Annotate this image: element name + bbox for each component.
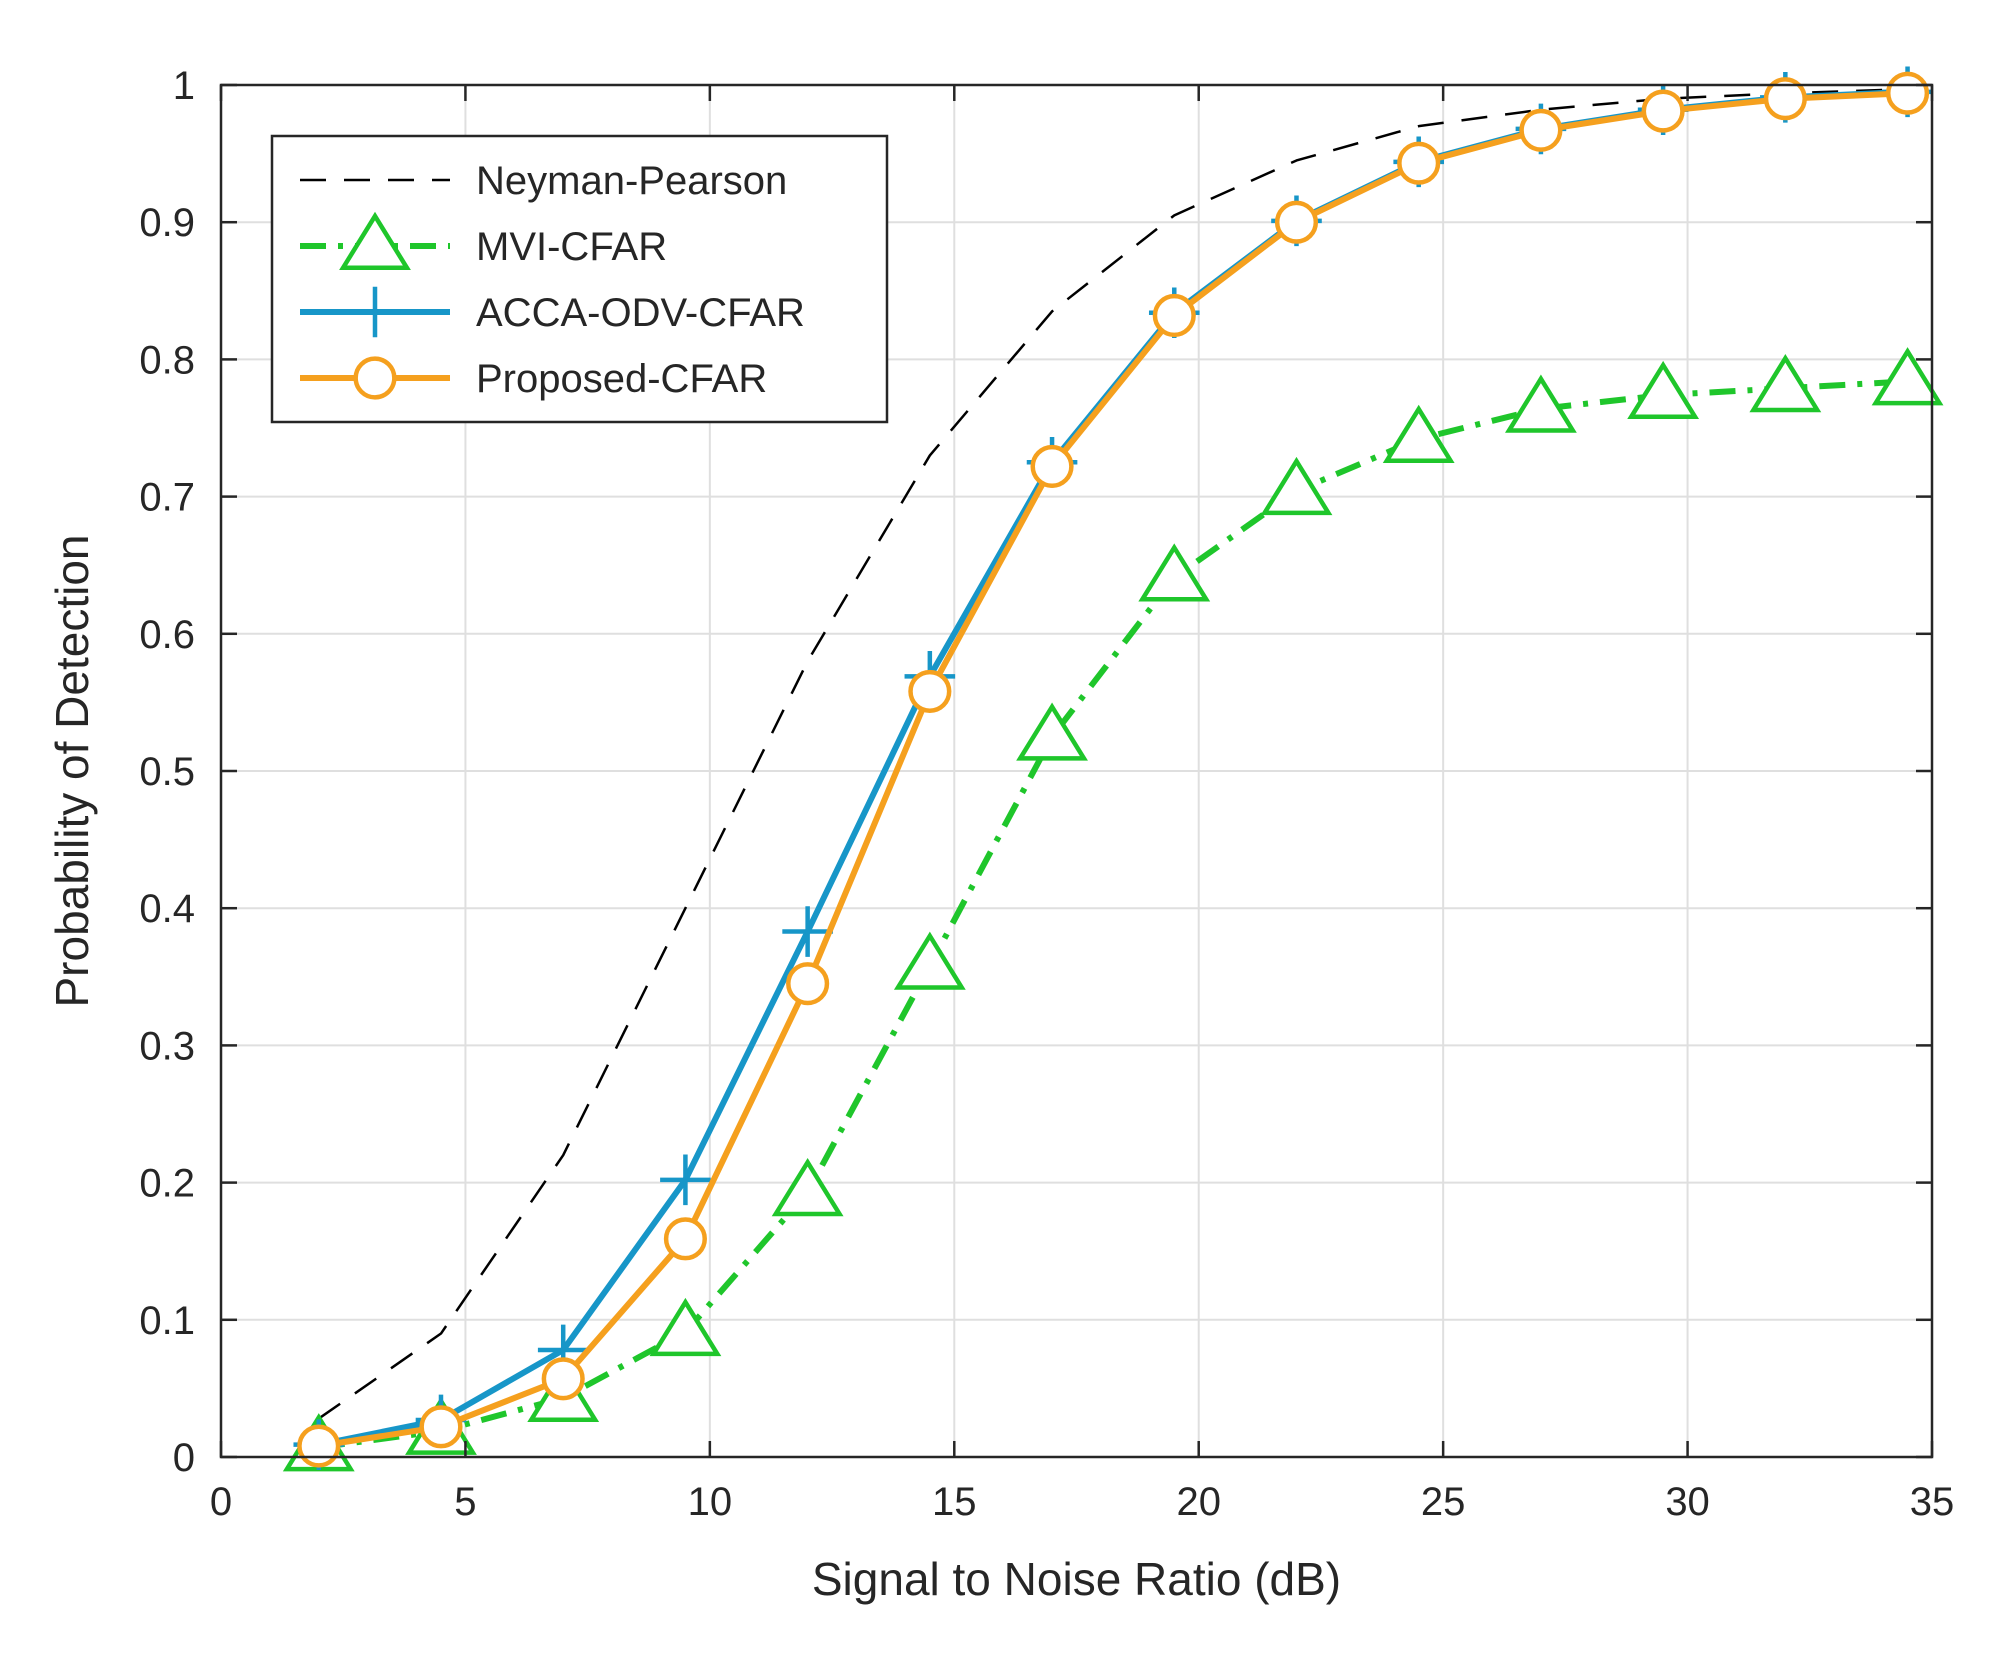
triangle-marker [1382, 404, 1455, 463]
circle-marker [1641, 89, 1685, 133]
legend-item: Proposed-CFAR [300, 356, 767, 401]
circle-marker [908, 669, 952, 713]
circle-marker [1885, 71, 1930, 115]
circle-marker [1763, 77, 1807, 121]
series-line [318, 87, 1908, 1420]
legend-item: ACCA-ODV-CFAR [300, 286, 805, 338]
series-proposed-cfar [297, 71, 1930, 1468]
triangle-marker [1138, 543, 1211, 602]
triangle-marker [1871, 347, 1944, 406]
triangle-marker [1749, 353, 1822, 413]
y-tick-label: 0.8 [139, 338, 195, 382]
y-tick-label: 0.7 [139, 476, 195, 520]
x-tick-label: 20 [1176, 1480, 1221, 1524]
x-tick-label: 0 [210, 1480, 232, 1524]
y-tick-label: 0.5 [139, 750, 195, 794]
triangle-marker [1260, 456, 1333, 516]
circle-marker [786, 962, 830, 1006]
x-tick-label: 25 [1421, 1480, 1466, 1524]
y-tick-label: 0.1 [139, 1299, 195, 1343]
y-tick-label: 0.6 [139, 613, 195, 657]
y-tick-label: 0.3 [139, 1024, 195, 1068]
legend: Neyman-Pearson MVI-CFAR ACCA-ODV-CFAR Propo… [270, 134, 889, 424]
legend-label: Proposed-CFAR [476, 357, 767, 401]
y-tick-label: 0.2 [139, 1162, 195, 1206]
circle-marker [663, 1217, 707, 1261]
circle-marker [541, 1357, 585, 1401]
x-tick-label: 15 [932, 1480, 977, 1524]
legend-label: Neyman-Pearson [476, 159, 787, 203]
plus-marker [660, 1154, 711, 1206]
triangle-marker [339, 211, 411, 270]
x-tick-label: 10 [688, 1480, 733, 1524]
x-tick-label: 5 [454, 1480, 476, 1524]
legend-item: Neyman-Pearson [300, 159, 787, 203]
triangle-marker [771, 1157, 844, 1217]
y-axis-label: Probability of Detection [46, 534, 98, 1007]
series-neyman-pearson [318, 87, 1908, 1420]
axes: 0 5 10 15 20 25 30 35 0 0.1 0.2 0.3 0.4 0.5 0.6 0.7 0.8 0… [139, 64, 1954, 1524]
y-tick-label: 0 [173, 1436, 195, 1480]
circle-marker [353, 356, 397, 400]
y-tick-label: 0.9 [139, 201, 195, 245]
x-tick-label: 30 [1665, 1480, 1710, 1524]
plus-marker [782, 906, 833, 957]
legend-label: ACCA-ODV-CFAR [476, 291, 805, 335]
triangle-marker [893, 931, 966, 990]
circle-marker [1152, 293, 1196, 338]
circle-marker [1030, 444, 1074, 488]
circle-marker [419, 1405, 463, 1449]
y-tick-label: 1 [173, 64, 195, 108]
plus-marker [349, 286, 401, 338]
triangle-marker [649, 1297, 722, 1357]
circle-marker [1519, 108, 1563, 152]
circle-marker [1397, 141, 1441, 185]
y-tick-label: 0.4 [139, 887, 195, 931]
triangle-marker [1016, 702, 1088, 761]
circle-marker [1274, 200, 1319, 244]
legend-label: MVI-CFAR [476, 225, 667, 269]
legend-item: MVI-CFAR [300, 211, 667, 270]
circle-marker [297, 1424, 341, 1468]
triangle-marker [1627, 360, 1700, 420]
triangle-marker [1505, 374, 1577, 433]
x-axis-label: Signal to Noise Ratio (dB) [812, 1553, 1341, 1605]
series-layer [282, 66, 1944, 1472]
x-tick-label: 35 [1910, 1480, 1955, 1524]
